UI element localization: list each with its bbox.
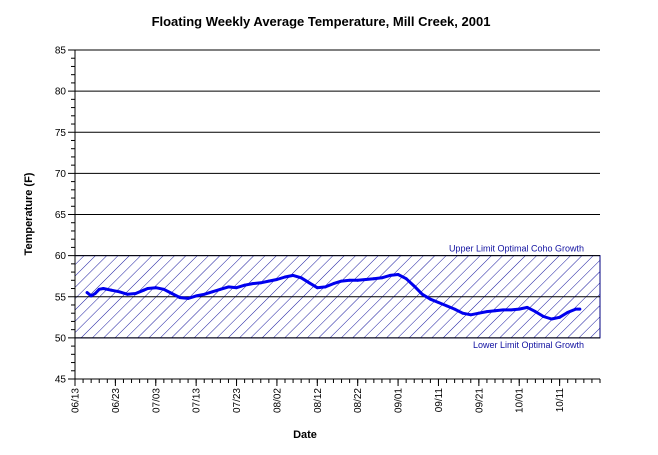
x-tick-label: 09/01 [394, 388, 405, 413]
temperature-point [267, 279, 271, 283]
temperature-point [109, 288, 113, 292]
temperature-point [275, 278, 279, 281]
temperature-point [89, 294, 93, 298]
y-tick-label: 55 [55, 292, 67, 303]
y-tick-label: 60 [55, 251, 67, 262]
temperature-point [380, 276, 384, 280]
temperature-point [412, 284, 416, 288]
temperature-point [509, 308, 513, 312]
upper-limit-label: Upper Limit Optimal Coho Growth [449, 244, 584, 254]
temperature-point [178, 296, 182, 299]
y-tick-label: 45 [55, 375, 67, 386]
temperature-point [445, 304, 448, 308]
temperature-point [227, 285, 230, 289]
x-tick-label: 07/23 [232, 388, 243, 413]
y-axis-title: Temperature (F) [23, 172, 35, 255]
temperature-point [420, 292, 424, 296]
temperature-point [578, 307, 582, 311]
x-tick-label: 06/13 [71, 388, 82, 413]
lower-limit-label: Lower Limit Optimal Growth [473, 340, 584, 350]
temperature-point [93, 292, 97, 295]
chart-title: Floating Weekly Average Temperature, Mil… [152, 14, 491, 29]
temperature-point [324, 285, 327, 289]
temperature-point [101, 287, 105, 290]
temperature-point [154, 286, 158, 290]
temperature-point [251, 282, 255, 285]
temperature-point [396, 273, 400, 276]
temperature-point [348, 278, 351, 282]
temperature-point [364, 278, 368, 281]
temperature-point [437, 301, 440, 304]
temperature-point [356, 278, 360, 282]
temperature-point [542, 315, 545, 318]
temperature-point [299, 276, 303, 280]
temperature-point [469, 313, 473, 317]
temperature-point [118, 290, 121, 294]
temperature-point [219, 287, 222, 291]
temperature-point [243, 283, 247, 287]
x-tick-label: 08/02 [272, 388, 283, 413]
x-tick-label: 06/23 [111, 388, 122, 413]
x-tick-label: 09/21 [474, 388, 485, 413]
temperature-point [194, 294, 198, 298]
x-axis-title: Date [293, 429, 317, 441]
y-tick-label: 75 [55, 128, 67, 139]
temperature-point [283, 275, 287, 279]
x-tick-label: 07/13 [192, 388, 203, 413]
temperature-point [574, 307, 578, 311]
temperature-point [162, 287, 166, 291]
temperature-point [501, 308, 505, 312]
temperature-point [126, 292, 129, 296]
temperature-point [259, 281, 263, 285]
temperature-point [291, 274, 295, 277]
temperature-point [186, 297, 190, 300]
temperature-point [235, 286, 238, 290]
temperature-point [170, 292, 174, 295]
temperature-point [453, 307, 456, 311]
temperature-point [558, 315, 561, 319]
y-tick-label: 80 [55, 87, 67, 98]
x-tick-label: 08/22 [353, 388, 364, 413]
temperature-point [340, 279, 343, 283]
y-tick-label: 65 [55, 210, 67, 221]
temperature-point [315, 286, 319, 290]
temperature-point [85, 291, 89, 294]
temperature-point [485, 310, 489, 313]
temperature-point [146, 287, 150, 290]
temperature-point [534, 310, 537, 313]
x-tick-label: 09/11 [434, 388, 445, 413]
y-tick-label: 85 [55, 46, 67, 57]
temperature-point [404, 277, 408, 281]
x-tick-label: 08/12 [313, 388, 324, 413]
gridlines [75, 49, 600, 339]
temperature-point [493, 309, 497, 313]
axes: 45 50 55 60 65 70 75 80 85 06/13 06/23 07/03 07/13 07… [55, 46, 601, 413]
y-tick-label: 50 [55, 333, 67, 344]
temperature-point [307, 281, 311, 285]
x-tick-label: 10/01 [515, 388, 526, 413]
temperature-point [210, 290, 214, 294]
x-tick-label: 07/03 [151, 388, 162, 413]
temperature-point [142, 288, 146, 292]
temperature-point [202, 292, 206, 296]
temperature-point [461, 311, 465, 315]
temperature-point [550, 317, 553, 321]
temperature-point [97, 287, 101, 291]
y-tick-label: 70 [55, 169, 67, 180]
temperature-point [566, 311, 570, 314]
series-layer [85, 273, 582, 321]
temperature-point [525, 306, 529, 309]
temperature-point [477, 311, 481, 315]
x-tick-label: 10/11 [555, 388, 566, 413]
temperature-point [372, 277, 376, 281]
temperature-point [332, 282, 335, 285]
temperature-point [134, 292, 138, 295]
temperature-point [429, 297, 432, 301]
temperature-point [517, 307, 521, 311]
temperature-point [388, 274, 392, 277]
